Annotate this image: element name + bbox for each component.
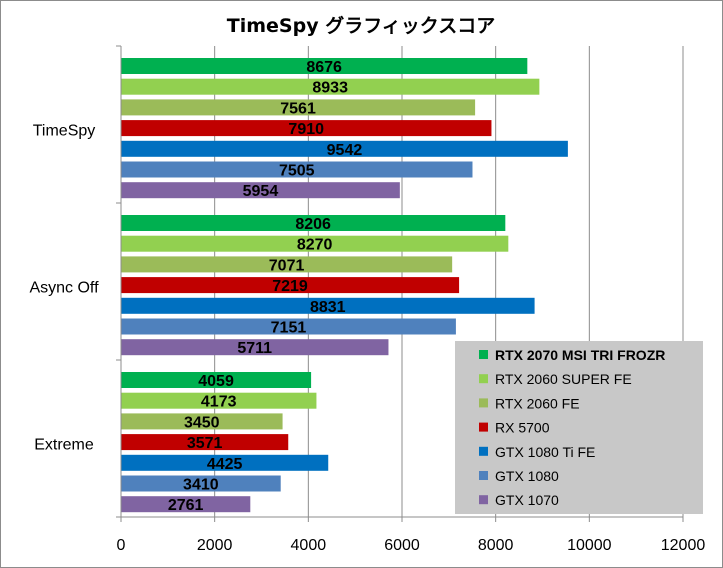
bar — [121, 99, 476, 116]
x-tick-label: 2000 — [197, 537, 233, 554]
x-tick-label: 8000 — [478, 537, 514, 554]
bar — [121, 413, 283, 430]
bar — [121, 277, 460, 294]
bar — [121, 182, 400, 199]
legend-label: RTX 2070 MSI TRI FROZR — [495, 347, 665, 363]
data-label: 3410 — [183, 477, 219, 494]
data-label: 2761 — [168, 497, 204, 514]
legend-label: GTX 1080 Ti FE — [495, 444, 595, 460]
legend-label: GTX 1070 — [495, 492, 559, 508]
x-tick-label: 0 — [117, 537, 126, 554]
data-label: 4425 — [207, 456, 243, 473]
legend-label: RTX 2060 SUPER FE — [495, 371, 632, 387]
bar — [121, 78, 540, 95]
bar — [121, 120, 492, 137]
category-label: Extreme — [34, 436, 94, 453]
data-label: 8270 — [297, 237, 333, 254]
legend-swatch — [479, 398, 488, 408]
bar — [121, 235, 509, 252]
x-tick-labels: 0 2000 4000 6000 8000 10000 12000 — [117, 537, 706, 554]
axes — [116, 45, 684, 522]
bar — [121, 297, 535, 314]
bars — [121, 58, 568, 513]
bar — [121, 434, 289, 451]
legend-label: RTX 2060 FE — [495, 395, 580, 411]
legend-swatch — [479, 446, 488, 456]
x-tick-label: 6000 — [384, 537, 420, 554]
x-tick-label: 4000 — [291, 537, 327, 554]
bar — [121, 372, 312, 388]
category-label: Async Off — [29, 279, 99, 296]
data-label: 8676 — [306, 59, 342, 76]
bar — [121, 496, 251, 513]
bar — [121, 140, 568, 157]
data-label: 7151 — [271, 320, 307, 337]
category-label: TimeSpy — [33, 122, 96, 139]
legend-swatch — [479, 422, 488, 432]
legend-label: RX 5700 — [495, 420, 550, 436]
data-label: 4059 — [198, 373, 234, 390]
data-label: 3571 — [187, 435, 223, 452]
bar — [121, 58, 528, 74]
bar — [121, 392, 317, 409]
x-tick-label: 10000 — [567, 537, 612, 554]
data-label: 7219 — [272, 278, 308, 295]
data-label: 9542 — [327, 142, 363, 159]
legend-swatch — [479, 374, 488, 384]
data-label: 8206 — [295, 216, 331, 233]
data-label: 7071 — [269, 257, 305, 274]
data-label: 8933 — [312, 80, 348, 97]
data-label: 7505 — [279, 163, 315, 180]
bar — [121, 215, 506, 231]
bar — [121, 454, 329, 471]
data-label: 7910 — [288, 121, 324, 138]
legend-label: GTX 1080 — [495, 468, 559, 484]
bar — [121, 318, 456, 335]
data-label: 5711 — [237, 340, 272, 357]
legend: RTX 2070 MSI TRI FROZR RTX 2060 SUPER FE R… — [455, 341, 703, 514]
data-label: 8831 — [310, 299, 346, 316]
legend-swatch — [479, 471, 488, 480]
data-label: 7561 — [280, 100, 316, 117]
bar — [121, 256, 453, 273]
category-labels: TimeSpy Async Off Extreme — [29, 122, 99, 453]
bar — [121, 475, 281, 492]
bar — [121, 339, 389, 356]
legend-swatch — [479, 495, 488, 505]
chart-title: TimeSpy グラフィックスコア — [227, 14, 496, 37]
bar — [121, 161, 473, 178]
data-label: 3450 — [184, 414, 220, 431]
legend-box — [455, 341, 703, 514]
legend-swatch — [479, 350, 488, 359]
x-tick-label: 12000 — [661, 537, 706, 554]
data-label: 5954 — [243, 183, 279, 200]
data-label: 4173 — [201, 394, 237, 411]
